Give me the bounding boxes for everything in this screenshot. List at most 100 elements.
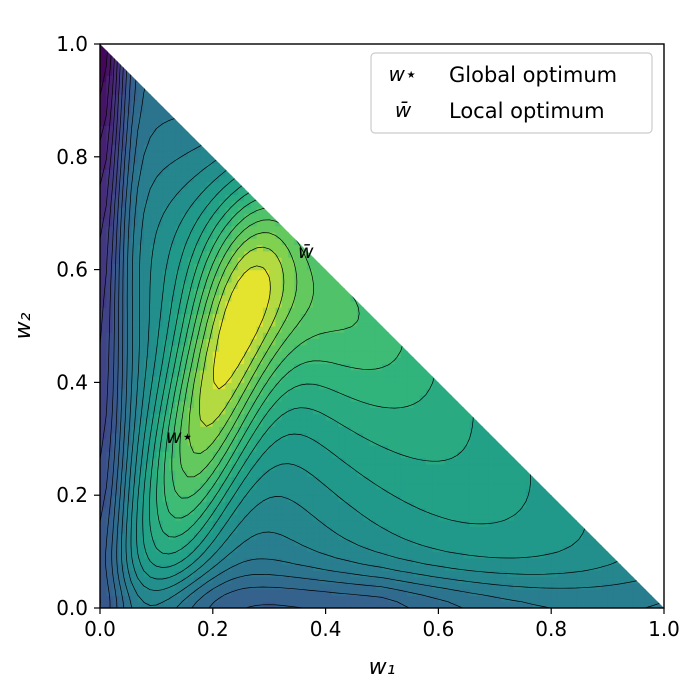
contour-cell [407, 545, 414, 553]
contour-cell [313, 501, 320, 509]
contour-cell [394, 507, 402, 515]
contour-cell [206, 144, 214, 152]
contour-cell [194, 470, 201, 477]
contour-cell [175, 507, 183, 515]
contour-cell [200, 438, 208, 446]
contour-cell [294, 520, 302, 528]
contour-cell [175, 438, 183, 446]
contour-cell [231, 376, 239, 383]
contour-cell [212, 532, 220, 540]
contour-cell [313, 495, 320, 503]
contour-cell [256, 463, 264, 471]
contour-cell [557, 545, 565, 553]
contour-cell [463, 495, 471, 503]
contour-cell [219, 470, 226, 477]
contour-cell [137, 601, 145, 608]
contour-cell [269, 388, 277, 396]
contour-cell [306, 294, 314, 302]
contour-cell [607, 557, 615, 565]
contour-cell [125, 269, 132, 277]
contour-cell [137, 539, 145, 546]
contour-cell [143, 451, 151, 459]
contour-cell [250, 269, 258, 277]
contour-cell [112, 75, 120, 83]
contour-cell [288, 601, 295, 608]
contour-cell [231, 595, 239, 603]
contour-cell [244, 482, 251, 490]
contour-cell [206, 250, 214, 258]
contour-cell [212, 394, 220, 402]
contour-cell [162, 463, 170, 471]
contour-cell [156, 545, 164, 553]
contour-cell [162, 225, 170, 233]
contour-cell [432, 526, 439, 534]
contour-cell [563, 551, 571, 559]
contour-cell [112, 344, 120, 352]
contour-cell [300, 263, 308, 271]
contour-cell [187, 564, 195, 571]
contour-cell [425, 539, 433, 546]
contour-cell [194, 451, 201, 459]
contour-cell [507, 564, 515, 571]
contour-cell [344, 307, 352, 315]
contour-cell [281, 326, 289, 333]
contour-cell [269, 551, 277, 559]
contour-cell [219, 501, 226, 509]
contour-cell [244, 282, 251, 289]
contour-cell [519, 520, 527, 528]
contour-cell [369, 532, 377, 540]
contour-cell [488, 526, 496, 534]
contour-cell [281, 288, 289, 296]
contour-cell [350, 401, 358, 409]
contour-cell [288, 313, 295, 321]
contour-cell [382, 438, 389, 446]
contour-cell [319, 589, 327, 597]
contour-cell [244, 206, 251, 214]
contour-cell [388, 363, 396, 371]
contour-cell [112, 307, 120, 315]
contour-cell [275, 488, 283, 496]
contour-cell [143, 507, 151, 515]
contour-cell [194, 532, 201, 540]
contour-cell [382, 432, 389, 440]
contour-cell [125, 413, 132, 421]
contour-cell [407, 476, 414, 484]
contour-cell [501, 476, 508, 484]
contour-cell [225, 432, 233, 440]
contour-cell [168, 545, 176, 553]
contour-cell [250, 407, 258, 415]
contour-cell [313, 595, 320, 603]
contour-cell [382, 457, 389, 465]
contour-cell [137, 407, 145, 415]
contour-cell [106, 420, 114, 427]
contour-cell [444, 539, 452, 546]
contour-cell [350, 413, 358, 421]
contour-cell [363, 601, 371, 608]
contour-cell [325, 463, 333, 471]
contour-cell [143, 445, 151, 452]
contour-cell [143, 520, 151, 528]
contour-cell [313, 413, 320, 421]
contour-cell [507, 451, 515, 459]
contour-cell [156, 438, 164, 446]
contour-cell [275, 589, 283, 597]
contour-cell [607, 589, 615, 597]
contour-cell [225, 438, 233, 446]
contour-cell [256, 313, 264, 321]
contour-cell [382, 589, 389, 597]
contour-cell [419, 582, 427, 590]
contour-cell [125, 582, 132, 590]
contour-cell [131, 344, 139, 352]
contour-cell [325, 319, 333, 327]
contour-cell [513, 457, 521, 465]
contour-cell [281, 501, 289, 509]
contour-cell [175, 557, 183, 565]
contour-cell [150, 470, 157, 477]
contour-cell [338, 470, 345, 477]
contour-cell [187, 188, 195, 195]
contour-cell [181, 357, 189, 365]
contour-cell [331, 407, 339, 415]
contour-cell [494, 476, 502, 484]
contour-cell [438, 420, 446, 427]
contour-cell [212, 213, 220, 221]
